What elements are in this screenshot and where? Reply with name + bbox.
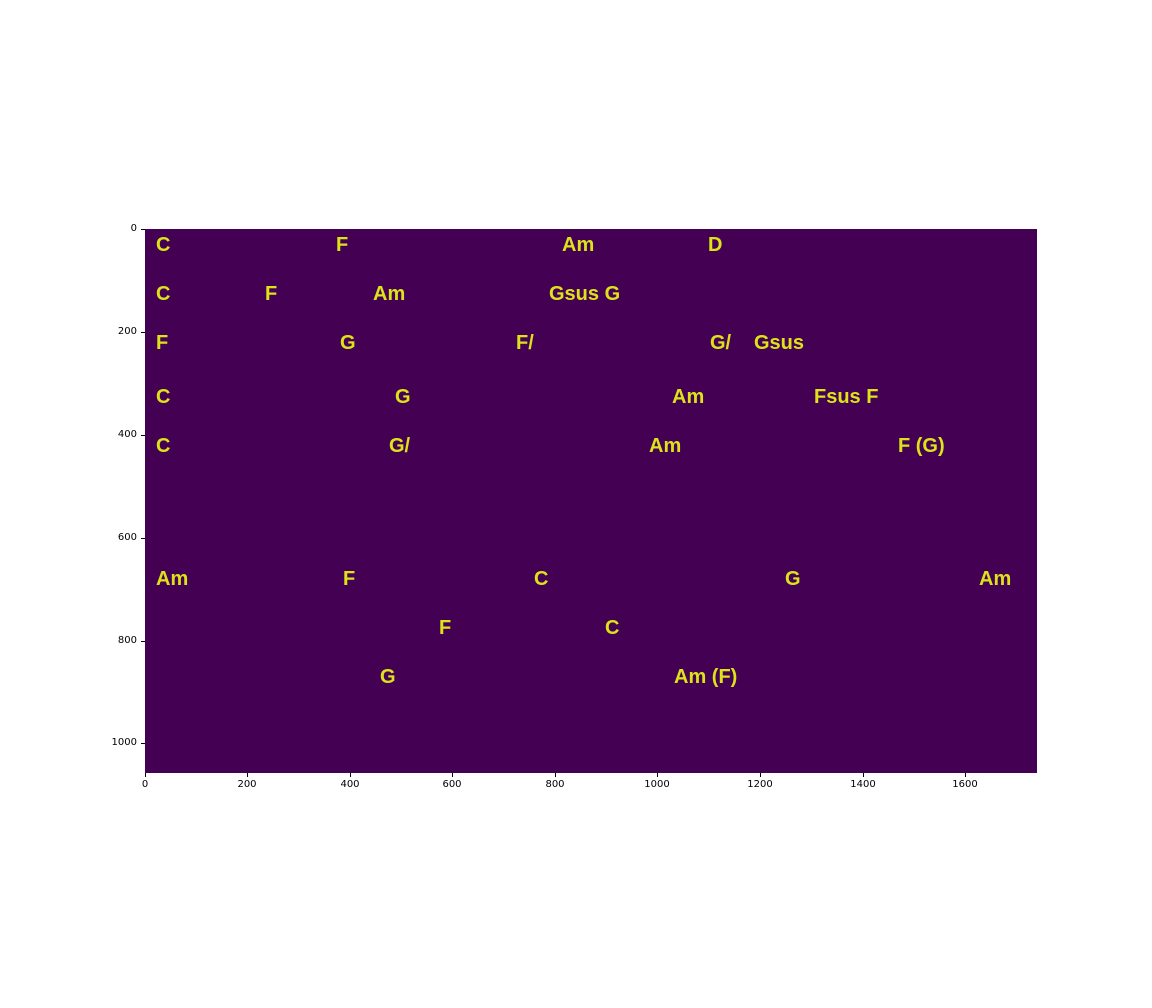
chord-label: F — [156, 332, 169, 354]
y-tick-label: 400 — [117, 429, 137, 440]
chord-image: C F Am D C F Am Gsus G F G F/G/Gsus C G Am Fsus F C G/Am… — [145, 229, 1037, 773]
chord-label: F/ — [516, 332, 534, 354]
chord-label: Am — [373, 283, 406, 305]
y-tick-label: 0 — [130, 223, 137, 234]
y-tick-label: 800 — [117, 635, 137, 646]
x-tick-label: 1000 — [644, 779, 670, 790]
chord-label: C — [534, 568, 549, 590]
chord-label: C — [156, 283, 171, 305]
x-tick-mark — [965, 773, 966, 777]
x-tick-mark — [145, 773, 146, 777]
chord-label: G — [395, 386, 411, 408]
x-tick-mark — [452, 773, 453, 777]
x-tick-label: 1200 — [747, 779, 773, 790]
x-tick-label: 200 — [237, 779, 257, 790]
x-tick-mark — [760, 773, 761, 777]
chord-label: C — [156, 234, 171, 256]
chord-label: G — [380, 666, 396, 688]
chord-label: C — [605, 617, 620, 639]
chord-label: Am — [979, 568, 1012, 590]
x-tick-mark — [247, 773, 248, 777]
x-tick-label: 800 — [545, 779, 565, 790]
x-tick-label: 400 — [340, 779, 360, 790]
chord-label: F — [439, 617, 452, 639]
y-tick-label: 600 — [117, 532, 137, 543]
x-tick-label: 600 — [442, 779, 462, 790]
chord-label: Am — [672, 386, 705, 408]
chord-label: C — [156, 435, 171, 457]
x-tick-label: 1600 — [952, 779, 978, 790]
chord-label: G — [340, 332, 356, 354]
chord-label: F — [336, 234, 349, 256]
y-tick-label: 200 — [117, 326, 137, 337]
y-tick-mark — [141, 641, 145, 642]
chord-label: Gsus — [754, 332, 805, 354]
x-tick-label: 1400 — [850, 779, 876, 790]
x-tick-mark — [863, 773, 864, 777]
chord-label: F — [265, 283, 278, 305]
chord-label: Fsus F — [814, 386, 879, 408]
y-tick-mark — [141, 229, 145, 230]
chord-label: F (G) — [898, 435, 945, 457]
x-tick-label: 0 — [141, 779, 149, 790]
y-tick-mark — [141, 332, 145, 333]
chord-label: Am — [156, 568, 189, 590]
x-tick-mark — [555, 773, 556, 777]
chord-label: G/ — [710, 332, 732, 354]
chord-label: Gsus G — [549, 283, 621, 305]
chord-label: G/ — [389, 435, 411, 457]
y-tick-mark — [141, 743, 145, 744]
y-tick-mark — [141, 538, 145, 539]
chord-label: D — [708, 234, 723, 256]
chord-label: F — [343, 568, 356, 590]
chord-label: Am — [649, 435, 682, 457]
y-tick-label: 1000 — [111, 737, 137, 748]
x-tick-mark — [657, 773, 658, 777]
chord-label: Am — [562, 234, 595, 256]
chord-label: Am (F) — [674, 666, 738, 688]
chord-label: C — [156, 386, 171, 408]
y-tick-mark — [141, 435, 145, 436]
chord-label: G — [785, 568, 801, 590]
x-tick-mark — [350, 773, 351, 777]
